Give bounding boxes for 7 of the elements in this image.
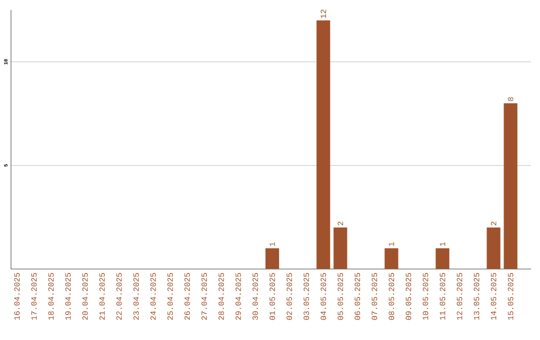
bar [486, 228, 500, 269]
bar [265, 248, 280, 269]
bar [384, 248, 398, 269]
bar [504, 103, 518, 269]
bar [316, 20, 330, 269]
bar [436, 248, 450, 269]
bar [334, 228, 348, 269]
